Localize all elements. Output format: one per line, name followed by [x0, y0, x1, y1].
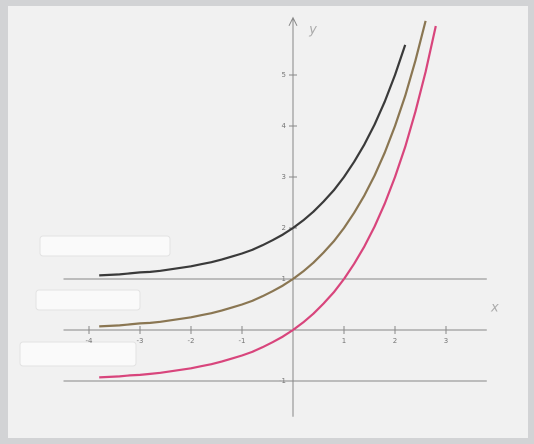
y-tick-label: -1 [279, 377, 286, 385]
braille-label [20, 342, 136, 366]
chart: x y -4 -3 -2 -1 1 2 3 -1 1 2 3 4 5 [0, 0, 534, 444]
y-tick-label: 4 [282, 122, 287, 130]
y-tick-label: 1 [282, 275, 286, 283]
braille-label [40, 236, 170, 256]
x-axis-label: x [490, 301, 499, 316]
x-tick-label: 2 [393, 337, 397, 345]
x-tick-label: 3 [444, 337, 448, 345]
paper [8, 6, 528, 438]
y-tick-label: 3 [282, 173, 286, 181]
y-axis-label: y [308, 22, 317, 37]
x-tick-label: -3 [137, 337, 144, 345]
x-tick-label: -1 [239, 337, 246, 345]
y-tick-label: 2 [282, 224, 286, 232]
x-tick-label: -2 [188, 337, 195, 345]
x-tick-label: -4 [86, 337, 94, 345]
braille-label [36, 290, 140, 310]
page: x y -4-3-2-1123-112345 (() => { const da… [0, 0, 534, 444]
x-tick-label: 1 [342, 337, 346, 345]
y-tick-label: 5 [282, 71, 286, 79]
